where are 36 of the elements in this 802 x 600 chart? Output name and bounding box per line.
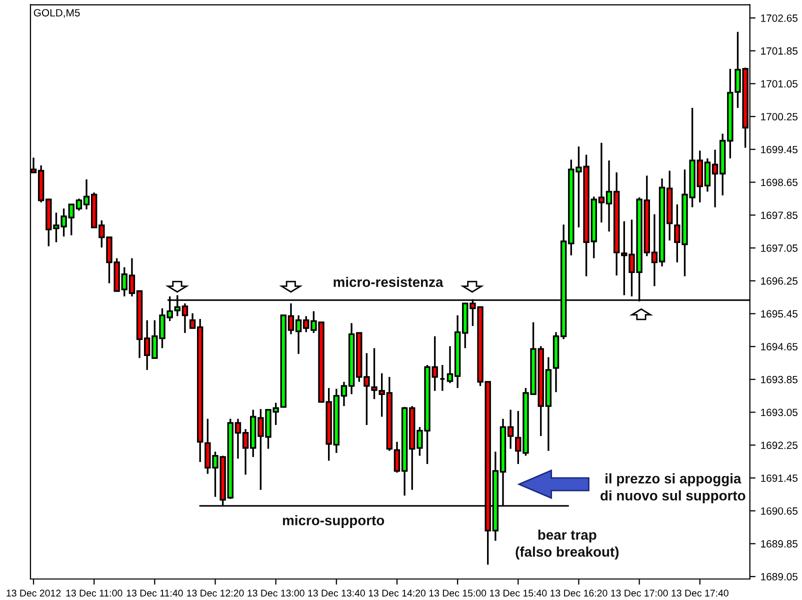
y-tick-label: 1701.85 [761, 47, 798, 55]
y-tick-label: 1700.25 [761, 113, 798, 120]
y-tick-label: 1693.85 [761, 376, 798, 384]
x-tick-label: 13 Dec 15:00 [429, 590, 486, 597]
y-tick-label: 1695.45 [761, 310, 798, 318]
x-tick-label: 13 Dec 2012 [6, 590, 61, 597]
annotation: bear trap (falso breakout) [516, 530, 619, 560]
candlestick [439, 364, 446, 392]
y-tick-label: 1697.05 [761, 244, 798, 252]
annotation: il prezzo si appoggia di nuovo sul supporto [600, 473, 746, 504]
x-tick-label: 13 Dec 11:00 [66, 590, 122, 597]
y-tick-label: 1702.65 [761, 14, 798, 22]
y-tick-label: 1692.25 [761, 442, 798, 449]
y-tick-label: 1696.25 [761, 277, 798, 285]
x-tick-label: 13 Dec 17:00 [611, 590, 668, 597]
y-tick-label: 1689.85 [761, 540, 798, 548]
y-tick-label: 1697.85 [761, 212, 798, 219]
annotation: micro-supporto [282, 515, 384, 528]
y-tick-label: 1691.45 [761, 474, 798, 482]
annotation: micro-resistenza [334, 276, 444, 288]
x-tick-label: 13 Dec 11:40 [126, 590, 183, 597]
y-tick-label: 1690.65 [761, 507, 798, 515]
y-tick-label: 1699.45 [761, 146, 798, 154]
y-tick-label: 1694.65 [761, 343, 798, 350]
y-tick-label: 1693.05 [761, 408, 798, 416]
x-tick-label: 13 Dec 15:40 [490, 590, 547, 597]
x-tick-label: 13 Dec 17:40 [672, 590, 728, 597]
y-tick-label: 1689.05 [761, 573, 798, 580]
x-tick-label: 13 Dec 13:00 [248, 590, 304, 597]
x-tick-label: 13 Dec 16:20 [550, 590, 608, 597]
y-tick-label: 1701.05 [761, 80, 798, 88]
x-tick-label: 13 Dec 13:40 [308, 590, 365, 597]
chart-title: GOLD,M5 [34, 9, 80, 18]
x-tick-label: 13 Dec 14:20 [368, 590, 426, 597]
y-tick-label: 1698.65 [761, 178, 798, 186]
x-tick-label: 13 Dec 12:20 [187, 590, 244, 597]
